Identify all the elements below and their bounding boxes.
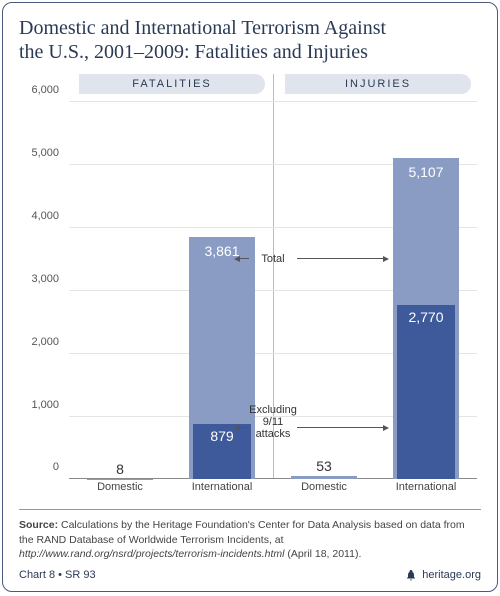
arrow-line xyxy=(297,258,383,259)
source-text: Calculations by the Heritage Foundation'… xyxy=(19,519,465,545)
panel-text-left: FATALITIES xyxy=(69,74,275,94)
bar-value-total: 5,107 xyxy=(393,164,458,180)
footer: Chart 8 • SR 93 heritage.org xyxy=(19,569,481,581)
chart-area: FATALITIES INJURIES 0 1,000 2,000 3,000 4,00… xyxy=(19,74,481,503)
chart-annotation: Total xyxy=(249,253,298,265)
bar-value-total: 8 xyxy=(87,461,152,479)
arrow-line xyxy=(240,427,248,428)
arrow-line xyxy=(240,258,248,259)
panel-label-fatalities: FATALITIES xyxy=(69,74,275,96)
y-tick-label: 2,000 xyxy=(31,336,59,348)
arrow-head-icon xyxy=(383,256,389,262)
source-prefix: Source: xyxy=(19,519,58,531)
y-tick-label: 1,000 xyxy=(31,399,59,411)
bar-value-excluding: 879 xyxy=(193,428,250,444)
source-url: http://www.rand.org/nsrd/projects/terror… xyxy=(19,548,285,560)
panel-labels: FATALITIES INJURIES xyxy=(69,74,481,96)
y-tick-label: 5,000 xyxy=(31,147,59,159)
source-date: (April 18, 2011). xyxy=(285,548,362,560)
y-tick-label: 6,000 xyxy=(31,84,59,96)
chart-title: Domestic and International Terrorism Aga… xyxy=(19,17,481,64)
chart-annotation: Excluding 9/11attacks xyxy=(249,404,298,440)
bar-value-total: 3,861 xyxy=(189,243,254,259)
y-axis-labels: 01,0002,0003,0004,0005,0006,000 xyxy=(19,102,65,479)
x-axis-labels: Domestic International Domestic Internation… xyxy=(69,481,477,499)
footer-left: Chart 8 • SR 93 xyxy=(19,569,96,581)
bar-excluding: 879 xyxy=(193,424,250,479)
plot-region: 8 3,861 879 53 5,107 2,770 Total Excluding 9/11… xyxy=(69,102,477,479)
bar-excluding: 2,770 xyxy=(397,305,454,479)
x-tick-label: International xyxy=(396,481,457,493)
title-line-1: Domestic and International Terrorism Aga… xyxy=(19,17,386,39)
footer-right-text: heritage.org xyxy=(422,569,481,581)
bell-icon xyxy=(405,569,417,581)
arrow-head-icon xyxy=(383,425,389,431)
panel-text-right: INJURIES xyxy=(275,74,481,94)
chart-card: Domestic and International Terrorism Aga… xyxy=(2,2,498,592)
bar-total: 53 xyxy=(291,476,356,479)
source-note: Source: Calculations by the Heritage Fou… xyxy=(19,509,481,561)
y-tick-label: 0 xyxy=(53,461,59,473)
arrow-head-icon xyxy=(234,256,240,262)
y-tick-label: 3,000 xyxy=(31,273,59,285)
bar-value-total: 53 xyxy=(291,458,356,476)
footer-right: heritage.org xyxy=(405,569,481,581)
bar-value-excluding: 2,770 xyxy=(397,309,454,325)
x-tick-label: Domestic xyxy=(97,481,143,493)
panel-label-injuries: INJURIES xyxy=(275,74,481,96)
arrow-line xyxy=(297,427,383,428)
x-tick-label: Domestic xyxy=(301,481,347,493)
arrow-head-icon xyxy=(234,425,240,431)
bar-total: 8 xyxy=(87,479,152,480)
gridline xyxy=(69,101,477,102)
x-tick-label: International xyxy=(192,481,253,493)
y-tick-label: 4,000 xyxy=(31,210,59,222)
title-line-2: the U.S., 2001–2009: Fatalities and Inju… xyxy=(19,41,368,63)
